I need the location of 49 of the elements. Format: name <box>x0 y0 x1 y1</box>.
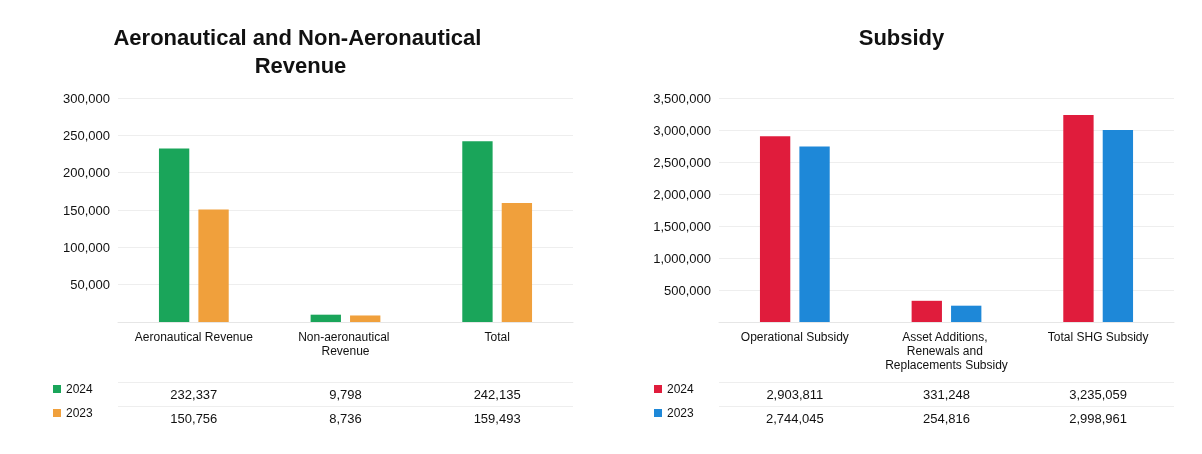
y-tick-label: 3,000,000 <box>653 122 711 138</box>
y-tick-label: 250,000 <box>63 127 110 143</box>
x-tick-label: Asset Additions, Renewals and Replacements Subsidy <box>885 330 1008 372</box>
data-label: 2,903,811 <box>719 382 871 406</box>
x-tick-label: Operational Subsidy <box>740 330 849 344</box>
data-label: 2,998,961 <box>1022 406 1174 430</box>
x-tick-label: Aeronautical Revenue <box>134 330 254 344</box>
y-tick-label: 200,000 <box>63 165 110 181</box>
data-label: 3,235,059 <box>1022 382 1174 406</box>
bar <box>1102 130 1134 322</box>
data-label: 9,798 <box>269 382 422 406</box>
bar <box>799 146 830 322</box>
data-label: 2,744,045 <box>719 406 871 430</box>
chart-title: Subsidy <box>858 24 946 50</box>
data-label: 331,248 <box>870 382 1023 406</box>
x-tick-label: Total <box>484 330 510 344</box>
data-label: 150,756 <box>118 406 270 430</box>
data-label: 254,816 <box>870 406 1023 430</box>
legend-label: 2024 <box>667 382 695 396</box>
x-tick-label: Total SHG Subsidy <box>1047 330 1149 344</box>
y-tick-label: 1,000,000 <box>653 250 711 266</box>
y-tick-label: 500,000 <box>664 282 711 298</box>
bar <box>310 314 341 322</box>
bar <box>158 148 190 322</box>
legend-label: 2023 <box>66 406 94 420</box>
y-tick-label: 3,500,000 <box>653 90 711 106</box>
bar <box>350 315 381 322</box>
y-tick-label: 2,500,000 <box>653 154 711 170</box>
data-label: 8,736 <box>269 406 422 430</box>
bar <box>501 202 533 322</box>
legend-label: 2023 <box>667 406 695 420</box>
data-label: 159,493 <box>421 406 573 430</box>
data-label: 242,135 <box>421 382 573 406</box>
y-tick-label: 2,000,000 <box>653 186 711 202</box>
bar <box>759 136 791 322</box>
y-tick-label: 50,000 <box>70 277 110 293</box>
y-tick-label: 100,000 <box>63 239 110 255</box>
bar <box>951 305 982 322</box>
chart-title: Aeronautical and Non-Aeronautical Revenue <box>113 24 488 78</box>
bar <box>911 300 942 322</box>
data-label: 232,337 <box>118 382 270 406</box>
y-tick-label: 300,000 <box>63 90 110 106</box>
legend-label: 2024 <box>66 382 94 396</box>
bar <box>1063 114 1094 322</box>
x-tick-label: Non-aeronautical Revenue <box>298 330 393 358</box>
bar <box>462 141 493 322</box>
bar <box>198 209 229 322</box>
y-tick-label: 1,500,000 <box>653 218 711 234</box>
y-tick-label: 150,000 <box>63 202 110 218</box>
